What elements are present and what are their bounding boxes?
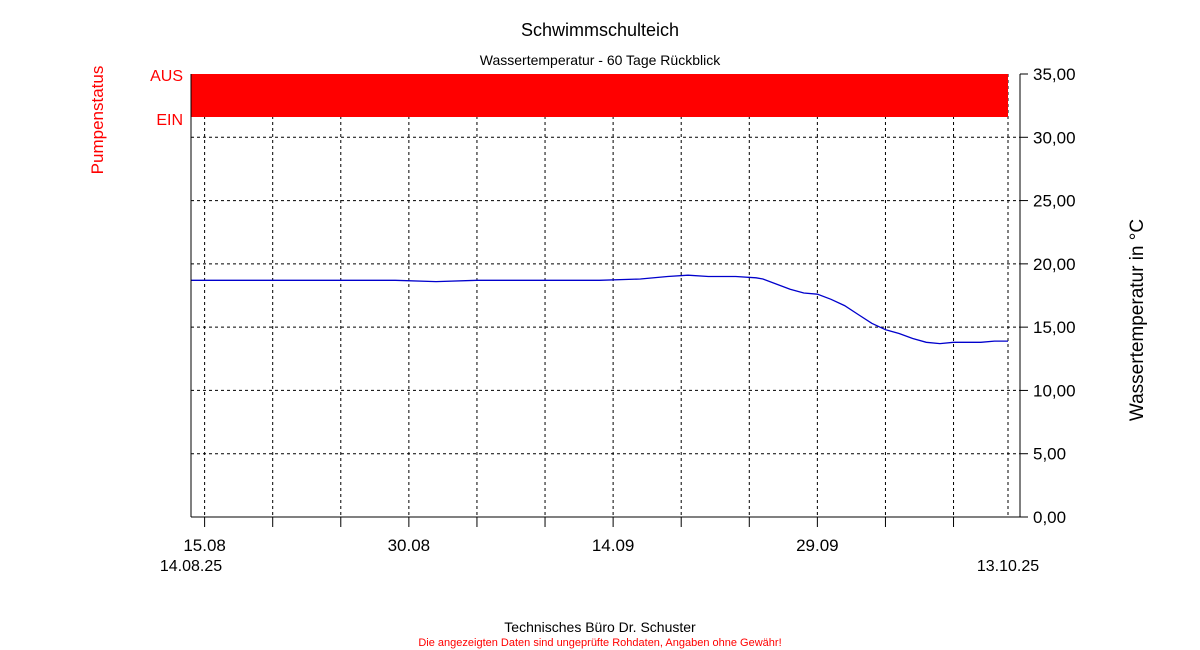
y-tick-labels: 0,00 5,00 10,00 15,00 20,00 25,00 30,00 35,00 xyxy=(1033,65,1076,527)
y-tick-label: 10,00 xyxy=(1033,381,1076,400)
pump-state-ein-label: EIN xyxy=(156,112,183,129)
y-tick-label: 30,00 xyxy=(1033,128,1076,147)
x-tick-label: 14.09 xyxy=(592,536,635,555)
x-end-date-label: 13.10.25 xyxy=(977,558,1039,575)
x-start-date-label: 14.08.25 xyxy=(160,558,222,575)
x-tick-labels: 15.08 30.08 14.09 29.09 xyxy=(183,536,838,555)
y-tick-label: 5,00 xyxy=(1033,445,1066,464)
grid-lines xyxy=(191,74,1020,517)
pump-axis-label: Pumpenstatus xyxy=(88,66,107,175)
y-tick-label: 35,00 xyxy=(1033,65,1076,84)
y-tick-label: 15,00 xyxy=(1033,318,1076,337)
y-tick-label: 25,00 xyxy=(1033,192,1076,211)
pump-status-band xyxy=(191,74,1008,117)
x-tick-label: 29.09 xyxy=(796,536,839,555)
pump-status-bar xyxy=(191,74,1008,117)
chart-title: Schwimmschulteich xyxy=(521,20,679,40)
y-tick-label: 0,00 xyxy=(1033,508,1066,527)
footer-disclaimer: Die angezeigten Daten sind ungeprüfte Ro… xyxy=(418,637,781,649)
pump-state-aus-label: AUS xyxy=(150,68,183,85)
series-group xyxy=(191,274,1008,345)
y-axis-label: Wassertemperatur in °C xyxy=(1127,219,1148,421)
axes xyxy=(190,73,1028,527)
footer-company: Technisches Büro Dr. Schuster xyxy=(504,619,696,635)
x-tick-label: 15.08 xyxy=(183,536,226,555)
x-tick-label: 30.08 xyxy=(388,536,431,555)
y-tick-label: 20,00 xyxy=(1033,255,1076,274)
temperature-line xyxy=(191,274,1008,345)
chart-subtitle: Wassertemperatur - 60 Tage Rückblick xyxy=(480,52,721,68)
